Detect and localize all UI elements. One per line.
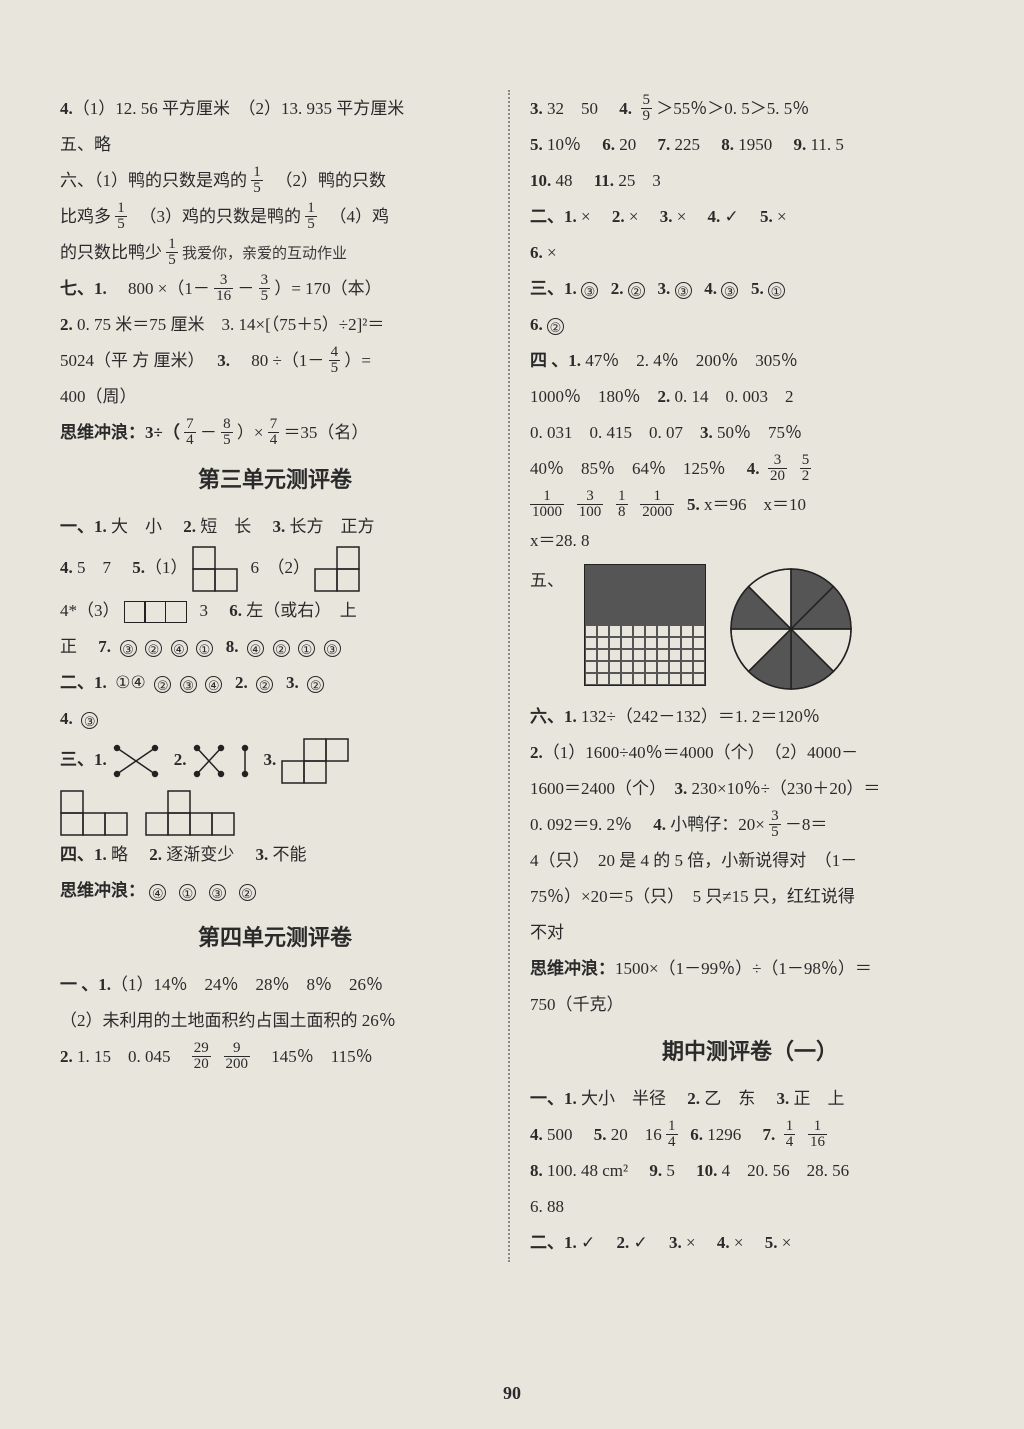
- match-1: [111, 744, 161, 778]
- q6-b: （2）鸭的只数: [267, 171, 386, 190]
- page-number: 90: [0, 1383, 1024, 1404]
- frac-1-8: 18: [616, 489, 628, 520]
- frac-1-5c: 15: [305, 201, 317, 232]
- q7-2a: 0. 75 米＝75 厘米 3. 14×[（75＋5）÷2]²＝: [73, 315, 385, 334]
- q7-1a: 800 ×（1－: [111, 279, 210, 298]
- frac-7-4b: 74: [268, 417, 280, 448]
- frac-1-2000: 12000: [640, 489, 674, 520]
- q7-3b: ）=: [344, 351, 371, 370]
- q6-d: （3）鸡的只数是鸭的: [131, 207, 301, 226]
- frac-3-5b: 35: [769, 809, 781, 840]
- q7-1: 七、1.: [60, 279, 107, 298]
- frac-3-20: 320: [768, 453, 787, 484]
- shape-3-3a: [281, 738, 349, 784]
- unit4-heading: 第四单元测评卷: [60, 916, 490, 960]
- shape-5-2: [314, 546, 360, 592]
- frac-1-1000: 11000: [530, 489, 564, 520]
- hundred-grid: [584, 564, 706, 686]
- frac-4-5: 45: [329, 345, 341, 376]
- q7-1b: －: [237, 279, 254, 298]
- frac-1-5d: 15: [166, 237, 178, 268]
- q7-1c: ）= 170（本）: [274, 279, 381, 298]
- frac-9-200: 9200: [224, 1041, 251, 1072]
- frac-3-5: 35: [259, 273, 271, 304]
- left-column: 4.（1）12. 56 平方厘米 （2）13. 935 平方厘米 五、略 六、（…: [60, 90, 510, 1262]
- q6-c: 比鸡多: [60, 207, 111, 226]
- frac-5-9: 59: [641, 93, 653, 124]
- unit3-heading: 第三单元测评卷: [60, 458, 490, 502]
- shape-3-3c: [145, 790, 235, 836]
- q4: 4.: [60, 99, 73, 118]
- midterm-heading: 期中测评卷（一）: [530, 1030, 970, 1074]
- right-column: 3. 32 50 4. 59 ＞55％＞0. 5＞5. 5％ 5. 10％ 6.…: [520, 90, 970, 1262]
- shape-5-3: [124, 601, 187, 623]
- pie-chart: [726, 564, 856, 694]
- frac-1-4: 14: [666, 1119, 678, 1150]
- handwriting: 我爱你，亲爱的互动作业: [182, 246, 347, 262]
- q7-3: 3.: [217, 351, 230, 370]
- sw-d: ＝35（名）: [283, 423, 368, 442]
- shape-5-1: [192, 546, 238, 592]
- frac-1-16: 116: [808, 1119, 827, 1150]
- match-2: [191, 744, 251, 778]
- q5-label: 五、: [530, 564, 564, 598]
- frac-1-4b: 14: [784, 1119, 796, 1150]
- frac-29-20: 2920: [192, 1041, 211, 1072]
- frac-1-5: 15: [251, 165, 263, 196]
- shape-3-3b: [60, 790, 128, 836]
- q7-3c: 400（周）: [60, 380, 490, 414]
- page-content: 4.（1）12. 56 平方厘米 （2）13. 935 平方厘米 五、略 六、（…: [0, 0, 1024, 1292]
- q7-2b: 5024（平 方 厘米）: [60, 351, 213, 370]
- q7-3a: 80 ÷（1－: [234, 351, 324, 370]
- u3-1-1: 一、1.: [60, 517, 107, 536]
- frac-3-100: 3100: [577, 489, 604, 520]
- sw-b: －: [200, 423, 217, 442]
- q5: 五、略: [60, 128, 490, 162]
- frac-1-5b: 15: [115, 201, 127, 232]
- q6-e: （4）鸡: [321, 207, 389, 226]
- q6-a: 六、（1）鸭的只数是鸡的: [60, 171, 247, 190]
- q7-2: 2.: [60, 315, 73, 334]
- q4-text: （1）12. 56 平方厘米 （2）13. 935 平方厘米: [73, 99, 405, 118]
- frac-7-4: 74: [184, 417, 196, 448]
- sw-c: ）×: [237, 423, 264, 442]
- q6-f: 的只数比鸭少: [60, 243, 162, 262]
- frac-3-16: 316: [214, 273, 233, 304]
- sw-label: 思维冲浪：3÷（: [60, 423, 180, 442]
- frac-5-2: 52: [800, 453, 812, 484]
- frac-8-5: 85: [221, 417, 233, 448]
